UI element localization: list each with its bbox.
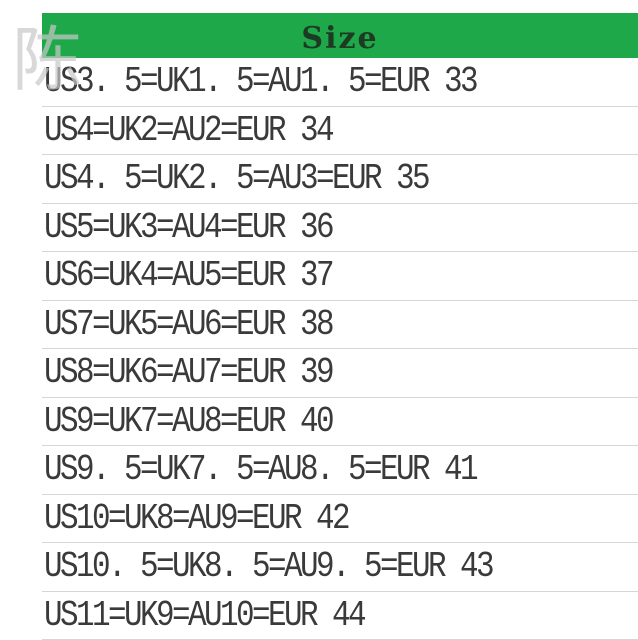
- size-row-text: US5=UK3=AU4=EUR 36: [44, 204, 332, 252]
- size-row: US6=UK4=AU5=EUR 37: [42, 252, 638, 301]
- size-row-text: US4=UK2=AU2=EUR 34: [44, 107, 332, 155]
- size-header: Size: [42, 13, 638, 58]
- watermark: 陈: [12, 4, 82, 105]
- size-row: US9=UK7=AU8=EUR 40: [42, 398, 638, 447]
- size-row: US7=UK5=AU6=EUR 38: [42, 301, 638, 350]
- size-row: US10=UK8=AU9=EUR 42: [42, 495, 638, 544]
- size-row: US11=UK9=AU10=EUR 44: [42, 592, 638, 640]
- size-row-text: US11=UK9=AU10=EUR 44: [44, 592, 364, 640]
- size-row-text: US4. 5=UK2. 5=AU3=EUR 35: [44, 155, 428, 203]
- size-row: US4. 5=UK2. 5=AU3=EUR 35: [42, 155, 638, 204]
- size-row-text: US10. 5=UK8. 5=AU9. 5=EUR 43: [44, 543, 492, 591]
- size-row: US10. 5=UK8. 5=AU9. 5=EUR 43: [42, 543, 638, 592]
- size-row-text: US9. 5=UK7. 5=AU8. 5=EUR 41: [44, 446, 476, 494]
- size-row-text: US7=UK5=AU6=EUR 38: [44, 301, 332, 349]
- size-row: US4=UK2=AU2=EUR 34: [42, 107, 638, 156]
- size-row-text: US8=UK6=AU7=EUR 39: [44, 349, 332, 397]
- size-row-text: US10=UK8=AU9=EUR 42: [44, 495, 348, 543]
- size-row-text: US9=UK7=AU8=EUR 40: [44, 398, 332, 446]
- size-row: US3. 5=UK1. 5=AU1. 5=EUR 33: [42, 58, 638, 107]
- size-row: US9. 5=UK7. 5=AU8. 5=EUR 41: [42, 446, 638, 495]
- size-row: US5=UK3=AU4=EUR 36: [42, 204, 638, 253]
- size-row-text: US6=UK4=AU5=EUR 37: [44, 252, 332, 300]
- size-row: US8=UK6=AU7=EUR 39: [42, 349, 638, 398]
- size-row-text: US3. 5=UK1. 5=AU1. 5=EUR 33: [44, 58, 476, 106]
